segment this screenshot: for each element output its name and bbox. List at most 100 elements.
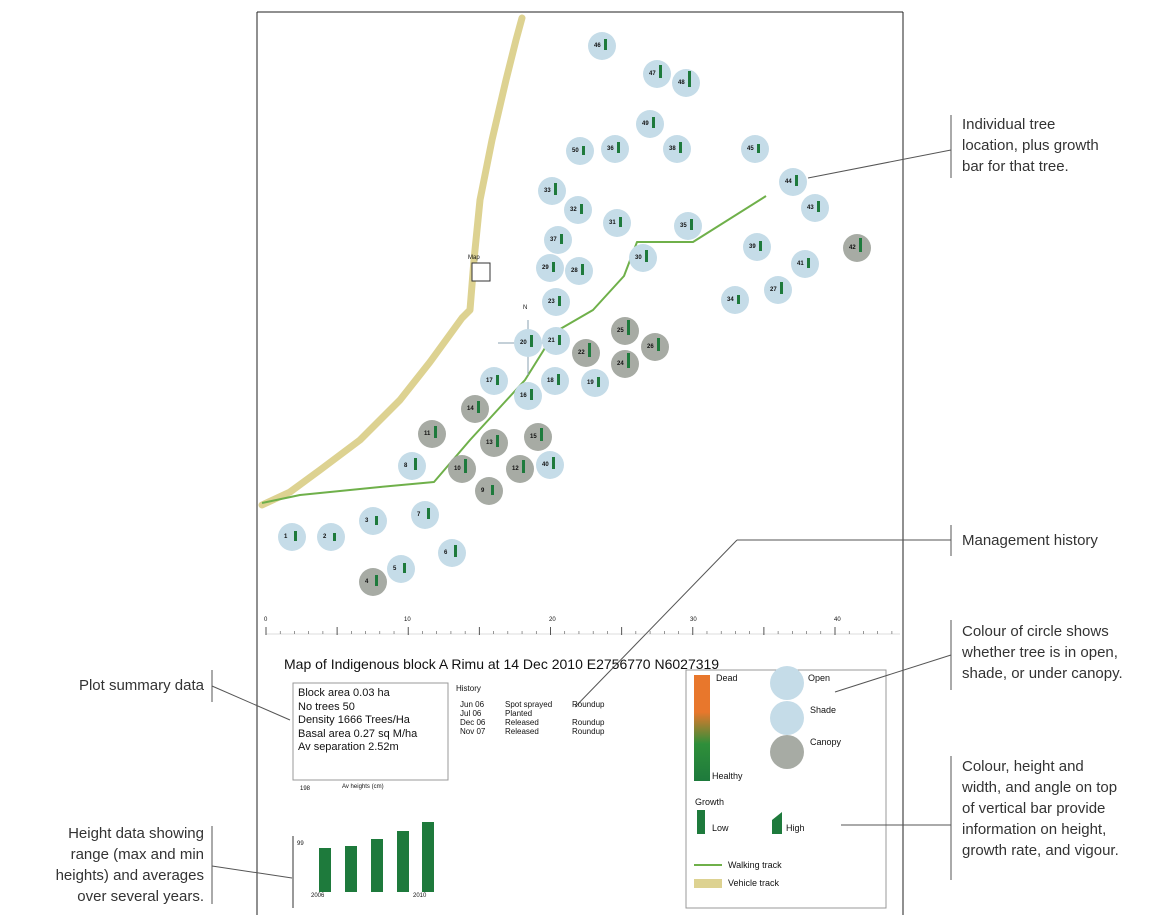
tree-number-15: 15	[530, 434, 537, 440]
tree-number-35: 35	[680, 223, 687, 229]
tree-number-22: 22	[578, 350, 585, 356]
tree-growth-bar-8	[414, 458, 417, 470]
walking-track	[261, 195, 767, 504]
tree-growth-bar-6	[454, 545, 457, 557]
tree-circle-13	[480, 429, 508, 457]
tree-circle-28	[565, 257, 593, 285]
map-marker-box	[471, 262, 491, 282]
tree-number-8: 8	[404, 463, 408, 469]
tree-growth-bar-42	[859, 238, 862, 252]
tree-number-50: 50	[572, 148, 579, 154]
legend-vehicle-track-swatch	[694, 879, 722, 888]
tree-growth-bar-18	[557, 374, 560, 385]
tree-circle-12	[506, 455, 534, 483]
tree-growth-bar-33	[554, 183, 557, 195]
tree-circle-44	[779, 168, 807, 196]
annotation-line: whether tree is in open,	[962, 644, 1118, 661]
height-bar-5	[422, 822, 434, 892]
tree-number-49: 49	[642, 121, 649, 127]
annotation-line: over several years.	[77, 888, 204, 905]
tree-circle-14	[461, 395, 489, 423]
tree-growth-bar-43	[817, 201, 820, 212]
tree-number-28: 28	[571, 268, 578, 274]
annotation-line: width, and angle on top	[962, 779, 1118, 796]
tree-number-43: 43	[807, 205, 814, 211]
tree-growth-bar-48	[688, 71, 691, 87]
tree-circle-46	[588, 32, 616, 60]
annotation-line: Individual tree	[962, 116, 1056, 133]
tree-number-36: 36	[607, 146, 614, 152]
annotation-line: Management history	[962, 532, 1098, 549]
tree-number-20: 20	[520, 340, 527, 346]
legend-high-label: High	[786, 823, 805, 833]
tree-circle-21	[542, 327, 570, 355]
annotation-line: of vertical bar provide	[962, 800, 1106, 817]
tree-circle-6	[438, 539, 466, 567]
tree-number-21: 21	[548, 338, 555, 344]
tree-circle-26	[641, 333, 669, 361]
legend-low-label: Low	[712, 823, 729, 833]
tree-number-13: 13	[486, 440, 493, 446]
tree-circle-16	[514, 382, 542, 410]
map-title: Map of Indigenous block A Rimu at 14 Dec…	[284, 656, 720, 672]
tree-circle-32	[564, 196, 592, 224]
tree-number-44: 44	[785, 179, 792, 185]
tree-growth-bar-41	[807, 258, 810, 268]
summary-basal-area: Basal area 0.27 sq M/ha	[298, 727, 418, 740]
tree-number-18: 18	[547, 378, 554, 384]
legend-dead-label: Dead	[716, 673, 738, 683]
tree-circle-4	[359, 568, 387, 596]
tree-growth-bar-49	[652, 117, 655, 128]
tree-circle-33	[538, 177, 566, 205]
tree-circle-3	[359, 507, 387, 535]
tree-number-2: 2	[323, 534, 327, 540]
tree-circle-49	[636, 110, 664, 138]
leader-circle-colour	[834, 654, 952, 693]
tree-circle-19	[581, 369, 609, 397]
tree-circle-43	[801, 194, 829, 222]
tree-growth-bar-32	[580, 204, 583, 214]
legend-canopy-circle	[770, 735, 804, 769]
tree-growth-bar-2	[333, 533, 336, 541]
tree-number-27: 27	[770, 287, 777, 293]
height-bar-2	[345, 846, 357, 892]
legend-open-label: Open	[808, 673, 831, 683]
tree-growth-bar-50	[582, 146, 585, 155]
tree-number-6: 6	[444, 550, 448, 556]
tree-circle-18	[541, 367, 569, 395]
history-row-date: Nov 07	[460, 727, 486, 736]
tree-circle-11	[418, 420, 446, 448]
tree-number-29: 29	[542, 265, 549, 271]
annotation-line: Plot summary data	[78, 677, 204, 694]
tree-growth-bar-7	[427, 508, 430, 519]
tree-number-32: 32	[570, 207, 577, 213]
tree-growth-bar-30	[645, 250, 648, 262]
tree-circle-23	[542, 288, 570, 316]
height-year-end: 2010	[413, 893, 427, 899]
tree-number-47: 47	[649, 71, 656, 77]
tree-growth-bar-34	[737, 295, 740, 304]
history-row-action: Planted	[505, 709, 533, 718]
tree-growth-bar-26	[657, 338, 660, 351]
tree-number-33: 33	[544, 188, 551, 194]
annotation-line: shade, or under canopy.	[962, 665, 1123, 682]
tree-circle-8	[398, 452, 426, 480]
vehicle-track	[258, 14, 526, 509]
leader-height	[211, 865, 293, 879]
tree-growth-bar-38	[679, 142, 682, 153]
summary-density: Density 1666 Trees/Ha	[298, 714, 410, 726]
summary-box	[292, 682, 449, 781]
tree-circle-36	[601, 135, 629, 163]
tree-circle-1	[278, 523, 306, 551]
tree-number-11: 11	[424, 431, 431, 437]
scale-label-10: 10	[404, 617, 411, 623]
tree-circle-41	[791, 250, 819, 278]
legend-open-circle	[770, 666, 804, 700]
history-row-chemical: Roundup	[572, 718, 605, 727]
tree-growth-bar-39	[759, 241, 762, 251]
height-bar-3	[371, 839, 383, 892]
annotation-circle-colour: Colour of circle shows whether tree is i…	[962, 621, 1123, 684]
tree-circle-10	[448, 455, 476, 483]
tree-circle-50	[566, 137, 594, 165]
